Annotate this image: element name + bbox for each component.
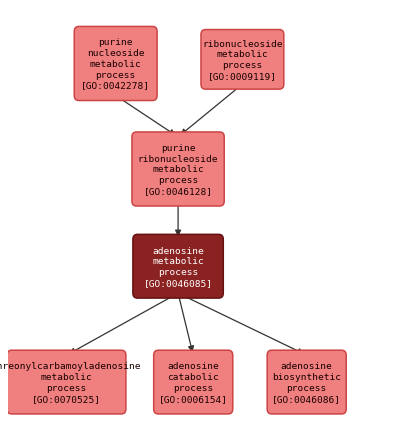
Text: purine
ribonucleoside
metabolic
process
[GO:0046128]: purine ribonucleoside metabolic process … xyxy=(138,144,218,196)
Text: adenosine
biosynthetic
process
[GO:0046086]: adenosine biosynthetic process [GO:00460… xyxy=(272,362,341,403)
Text: adenosine
catabolic
process
[GO:0006154]: adenosine catabolic process [GO:0006154] xyxy=(159,362,228,403)
FancyBboxPatch shape xyxy=(74,28,157,101)
FancyBboxPatch shape xyxy=(267,350,346,414)
Text: adenosine
metabolic
process
[GO:0046085]: adenosine metabolic process [GO:0046085] xyxy=(143,246,213,287)
FancyBboxPatch shape xyxy=(154,350,233,414)
Text: purine
nucleoside
metabolic
process
[GO:0042278]: purine nucleoside metabolic process [GO:… xyxy=(81,38,150,90)
FancyBboxPatch shape xyxy=(132,132,224,206)
FancyBboxPatch shape xyxy=(133,235,223,298)
FancyBboxPatch shape xyxy=(201,31,284,90)
FancyBboxPatch shape xyxy=(7,350,126,414)
Text: threonylcarbamoyladenosine
metabolic
process
[GO:0070525]: threonylcarbamoyladenosine metabolic pro… xyxy=(0,362,141,403)
Text: ribonucleoside
metabolic
process
[GO:0009119]: ribonucleoside metabolic process [GO:000… xyxy=(202,40,282,81)
